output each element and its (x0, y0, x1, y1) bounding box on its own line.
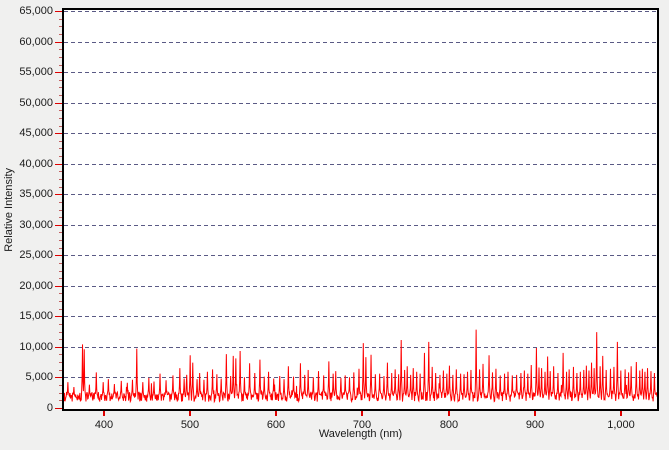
y-axis-minor-tick (59, 278, 62, 279)
y-axis-minor-tick (59, 156, 62, 157)
spectrum-plot (64, 11, 657, 404)
y-axis-minor-tick (59, 293, 62, 294)
y-axis-tick (55, 316, 62, 317)
x-axis-tick (534, 411, 536, 416)
y-axis-minor-tick (59, 339, 62, 340)
y-axis-minor-tick (59, 324, 62, 325)
y-axis-tick-label: 45,000 (19, 127, 53, 139)
x-axis-tick-label: 800 (439, 419, 459, 431)
y-axis-tick (55, 255, 62, 256)
y-axis-minor-tick (59, 19, 62, 20)
y-axis-minor-tick (59, 240, 62, 241)
y-axis-minor-tick (59, 248, 62, 249)
y-axis-tick (55, 377, 62, 378)
y-axis-minor-tick (59, 34, 62, 35)
y-axis-tick-label: 40,000 (19, 158, 53, 170)
y-axis-tick (55, 11, 62, 12)
x-axis-tick-label: 500 (180, 419, 200, 431)
y-axis-minor-tick (59, 332, 62, 333)
y-axis-tick (55, 42, 62, 43)
y-axis-minor-tick (59, 400, 62, 401)
gridlines (64, 11, 657, 378)
y-axis-tick-label: 15,000 (19, 310, 53, 322)
y-axis-tick-label: 0 (46, 402, 53, 414)
plot-area (62, 8, 659, 411)
y-axis-tick (55, 72, 62, 73)
y-axis-tick (55, 347, 62, 348)
x-axis-tick (275, 411, 277, 416)
y-axis-minor-tick (59, 87, 62, 88)
y-axis-minor-tick (59, 301, 62, 302)
x-axis-tick (448, 411, 450, 416)
y-axis-tick-label: 30,000 (19, 219, 53, 231)
y-axis-tick (55, 133, 62, 134)
y-axis-minor-tick (59, 202, 62, 203)
y-axis-minor-tick (59, 95, 62, 96)
y-axis-minor-tick (59, 393, 62, 394)
y-axis-minor-tick (59, 80, 62, 81)
x-axis-tick (620, 411, 622, 416)
y-axis-tick-label: 25,000 (19, 249, 53, 261)
y-axis-minor-tick (59, 370, 62, 371)
x-axis-tick-label: 600 (266, 419, 286, 431)
y-axis-tick-label: 35,000 (19, 188, 53, 200)
y-axis-tick (55, 408, 62, 409)
y-axis-minor-tick (59, 26, 62, 27)
y-axis-tick-label: 65,000 (19, 5, 53, 17)
x-axis-tick (103, 411, 105, 416)
x-axis-tick-label: 700 (352, 419, 372, 431)
y-axis-minor-tick (59, 217, 62, 218)
y-axis-tick (55, 164, 62, 165)
y-axis-tick-label: 55,000 (19, 66, 53, 78)
x-axis-tick-label: 400 (94, 419, 114, 431)
y-axis-minor-tick (59, 49, 62, 50)
spectrum-series (64, 329, 657, 404)
x-axis-tick (189, 411, 191, 416)
x-axis-tick (361, 411, 363, 416)
y-axis-minor-tick (59, 187, 62, 188)
y-axis-minor-tick (59, 263, 62, 264)
y-axis-minor-tick (59, 141, 62, 142)
x-axis-tick-label: 900 (525, 419, 545, 431)
y-axis-minor-tick (59, 232, 62, 233)
y-axis-minor-tick (59, 57, 62, 58)
y-axis-tick (55, 286, 62, 287)
x-axis-tick-label: 1,000 (607, 419, 635, 431)
y-axis-minor-tick (59, 110, 62, 111)
y-axis-minor-tick (59, 126, 62, 127)
y-axis-tick-label: 5,000 (25, 371, 53, 383)
y-axis-minor-tick (59, 385, 62, 386)
y-axis-tick (55, 194, 62, 195)
y-axis-title-text: Relative Intensity (3, 167, 15, 252)
y-axis-minor-tick (59, 271, 62, 272)
y-axis-tick-label: 60,000 (19, 36, 53, 48)
x-axis-title-text: Wavelength (nm) (318, 428, 403, 440)
y-axis-minor-tick (59, 171, 62, 172)
y-axis-minor-tick (59, 148, 62, 149)
y-axis-tick-label: 50,000 (19, 97, 53, 109)
y-axis-minor-tick (59, 179, 62, 180)
y-axis-tick-label: 10,000 (19, 341, 53, 353)
y-axis-minor-tick (59, 309, 62, 310)
y-axis-minor-tick (59, 118, 62, 119)
y-axis-minor-tick (59, 362, 62, 363)
y-axis-minor-tick (59, 210, 62, 211)
y-axis-tick (55, 103, 62, 104)
y-axis-minor-tick (59, 65, 62, 66)
y-axis-tick (55, 225, 62, 226)
y-axis-tick-label: 20,000 (19, 280, 53, 292)
y-axis-minor-tick (59, 354, 62, 355)
x-axis-title: Wavelength (nm) (62, 428, 659, 440)
